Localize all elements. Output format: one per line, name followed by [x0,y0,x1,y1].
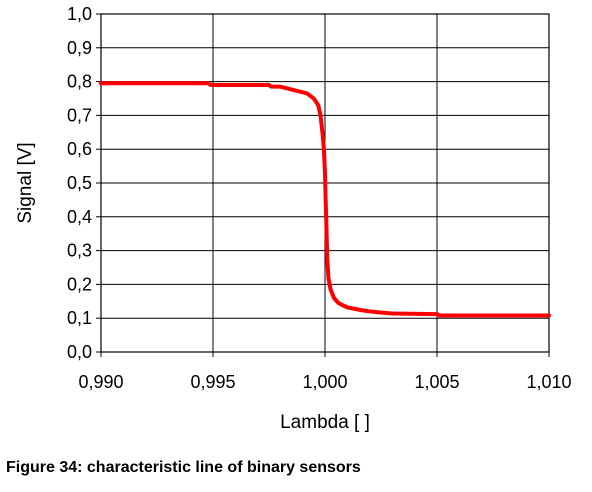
y-tick-label: 0,9 [67,38,92,58]
x-tick-label: 0,995 [190,372,235,392]
y-tick-label: 1,0 [67,4,92,24]
y-axis-label: Signal [V] [15,142,36,223]
y-tick-label: 0,2 [67,274,92,294]
y-tick-label: 0,3 [67,241,92,261]
chart: 0,00,10,20,30,40,50,60,70,80,91,0 0,990 0… [15,4,572,433]
y-tick-label: 0,6 [67,139,92,159]
figure-caption: Figure 34: characteristic line of binary… [6,459,361,476]
y-tick-label: 0,1 [67,308,92,328]
x-tick-label: 1,010 [526,372,571,392]
x-tick-label: 1,005 [414,372,459,392]
y-tick-label: 0,4 [67,207,92,227]
y-tick-label: 0,5 [67,173,92,193]
y-tick-label: 0,8 [67,72,92,92]
x-axis-ticks: 0,990 0,995 1,000 1,005 1,010 [78,352,572,392]
y-axis-ticks: 0,0 0,1 0,2 0,3 0,4 0,5 0,6 0,7 0,8 0,9 1,0 [67,4,101,362]
x-tick-label: 0,990 [78,372,123,392]
series-line [99,81,551,318]
x-axis-label: Lambda [ ] [280,412,370,433]
y-tick-label: 0,7 [67,105,92,125]
x-tick-label: 1,000 [302,372,347,392]
y-tick-label: 0,0 [67,342,92,362]
